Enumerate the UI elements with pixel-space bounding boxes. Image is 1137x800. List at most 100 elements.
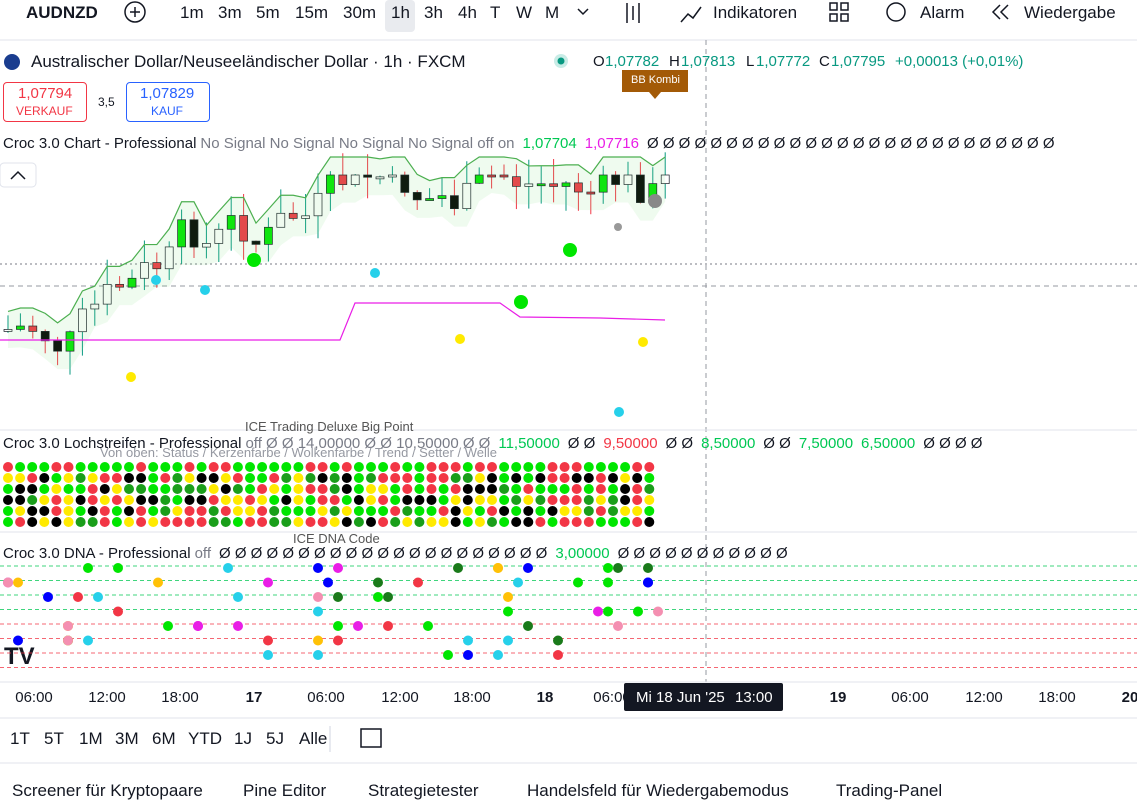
strip-dot <box>172 495 183 505</box>
strip-dot <box>269 484 280 494</box>
signal-dot <box>614 223 622 231</box>
strip-dot <box>608 517 618 527</box>
candle-body <box>313 192 323 217</box>
strip-dot <box>75 495 86 505</box>
strip-dot <box>559 462 570 472</box>
dna-dot <box>643 563 653 573</box>
replay-icon[interactable] <box>991 4 1009 20</box>
bottom-tab[interactable]: Screener für Kryptopaare <box>12 781 203 800</box>
dna-dot <box>513 577 523 588</box>
interval-button[interactable]: 15m <box>295 3 329 22</box>
add-symbol-icon[interactable] <box>124 1 146 23</box>
strip-dot <box>148 473 159 483</box>
strip-dot <box>87 506 98 516</box>
bottom-tab[interactable]: Trading-Panel <box>836 781 943 800</box>
strip-dot <box>583 484 594 494</box>
interval-button[interactable]: T <box>490 3 501 22</box>
strip-dot <box>15 462 26 472</box>
strip-dot <box>87 517 98 527</box>
dna-dot <box>73 592 83 602</box>
strip-dot <box>208 462 219 472</box>
replay-button[interactable]: Wiedergabe <box>1024 3 1116 22</box>
bottom-tab[interactable]: Pine Editor <box>243 781 327 800</box>
range-button[interactable]: Alle <box>299 729 328 748</box>
strip-dot <box>583 517 594 527</box>
indicator-value: 1,07704 <box>522 135 577 152</box>
range-button[interactable]: 1M <box>79 729 103 748</box>
strip-dot <box>414 462 425 472</box>
dna-dot <box>373 592 383 602</box>
indicator-value: Ø Ø Ø Ø Ø Ø Ø Ø Ø Ø Ø Ø Ø Ø Ø Ø Ø Ø Ø Ø … <box>218 545 548 562</box>
candle-body <box>611 174 620 185</box>
strip-dot <box>450 484 461 494</box>
chart-type-icon[interactable] <box>626 3 640 23</box>
interval-button[interactable]: 3h <box>424 3 443 22</box>
dna-dot <box>593 606 603 617</box>
strip-dot <box>245 506 255 516</box>
strip-dot <box>281 506 292 516</box>
strip-dot <box>474 517 485 527</box>
interval-button[interactable]: 1h <box>391 3 410 22</box>
ohlc-value: H <box>669 53 680 70</box>
candle-body <box>561 182 571 187</box>
dropdown-icon[interactable] <box>577 8 589 16</box>
range-button[interactable]: 1J <box>234 729 252 748</box>
bottom-tab[interactable]: Strategietester <box>368 781 479 800</box>
strip-dot <box>511 473 522 483</box>
range-button[interactable]: 6M <box>152 729 176 748</box>
strip-dot <box>111 517 122 527</box>
strip-dot <box>390 495 401 505</box>
alarm-icon[interactable] <box>886 2 906 22</box>
time-label: 06:00 <box>15 689 53 706</box>
strip-dot <box>426 473 437 483</box>
dna-dot <box>463 650 473 660</box>
strip-dot <box>353 462 364 472</box>
range-button[interactable]: 5J <box>266 729 284 748</box>
interval-button[interactable]: W <box>516 3 533 22</box>
strip-dot <box>172 506 183 516</box>
range-button[interactable]: YTD <box>188 729 222 748</box>
range-button[interactable]: 3M <box>115 729 139 748</box>
time-label: 18:00 <box>453 689 491 706</box>
range-button[interactable]: 5T <box>44 729 64 748</box>
strip-dot <box>523 473 534 483</box>
strip-dot <box>595 506 606 516</box>
strip-dot <box>547 462 558 472</box>
alert-button[interactable]: Alarm <box>920 3 965 22</box>
bottom-tab[interactable]: Handelsfeld für Wiedergabemodus <box>527 781 789 800</box>
collapse-button[interactable] <box>0 162 37 188</box>
indicator-icon[interactable] <box>680 6 702 23</box>
layout-icon <box>840 2 849 11</box>
date-range-icon[interactable] <box>360 728 382 748</box>
strip-dot <box>136 495 147 505</box>
interval-button[interactable]: 30m <box>343 3 377 22</box>
strip-dot <box>51 484 62 494</box>
layout-icon[interactable] <box>829 2 838 11</box>
indicator-value: off Ø Ø 14,00000 Ø Ø 10,50000 Ø Ø <box>245 435 491 452</box>
sell-button[interactable] <box>3 82 87 122</box>
dna-dot <box>323 577 333 588</box>
strip-dot <box>632 484 643 494</box>
buy-button[interactable] <box>126 82 210 122</box>
strip-dot <box>487 517 497 527</box>
interval-button[interactable]: 4h <box>458 3 477 22</box>
strip-dot <box>305 484 316 494</box>
symbol[interactable]: AUDNZD <box>26 3 98 22</box>
interval-button[interactable]: 5m <box>256 3 280 22</box>
strip-dot <box>39 506 50 516</box>
strip-dot <box>136 484 147 494</box>
candle-body <box>28 325 38 332</box>
dna-dot <box>493 650 503 660</box>
dna-dot <box>313 635 323 646</box>
interval-button[interactable]: M <box>545 3 560 22</box>
strip-dot <box>3 506 13 516</box>
dna-dot <box>423 621 433 631</box>
strip-dot <box>124 484 134 494</box>
strip-dot <box>438 484 449 494</box>
range-button[interactable]: 1T <box>10 729 30 748</box>
strip-dot <box>245 495 255 505</box>
dna-dot <box>413 577 423 588</box>
indicators-button[interactable]: Indikatoren <box>713 3 798 22</box>
interval-button[interactable]: 3m <box>218 3 242 22</box>
interval-button[interactable]: 1m <box>180 3 204 22</box>
